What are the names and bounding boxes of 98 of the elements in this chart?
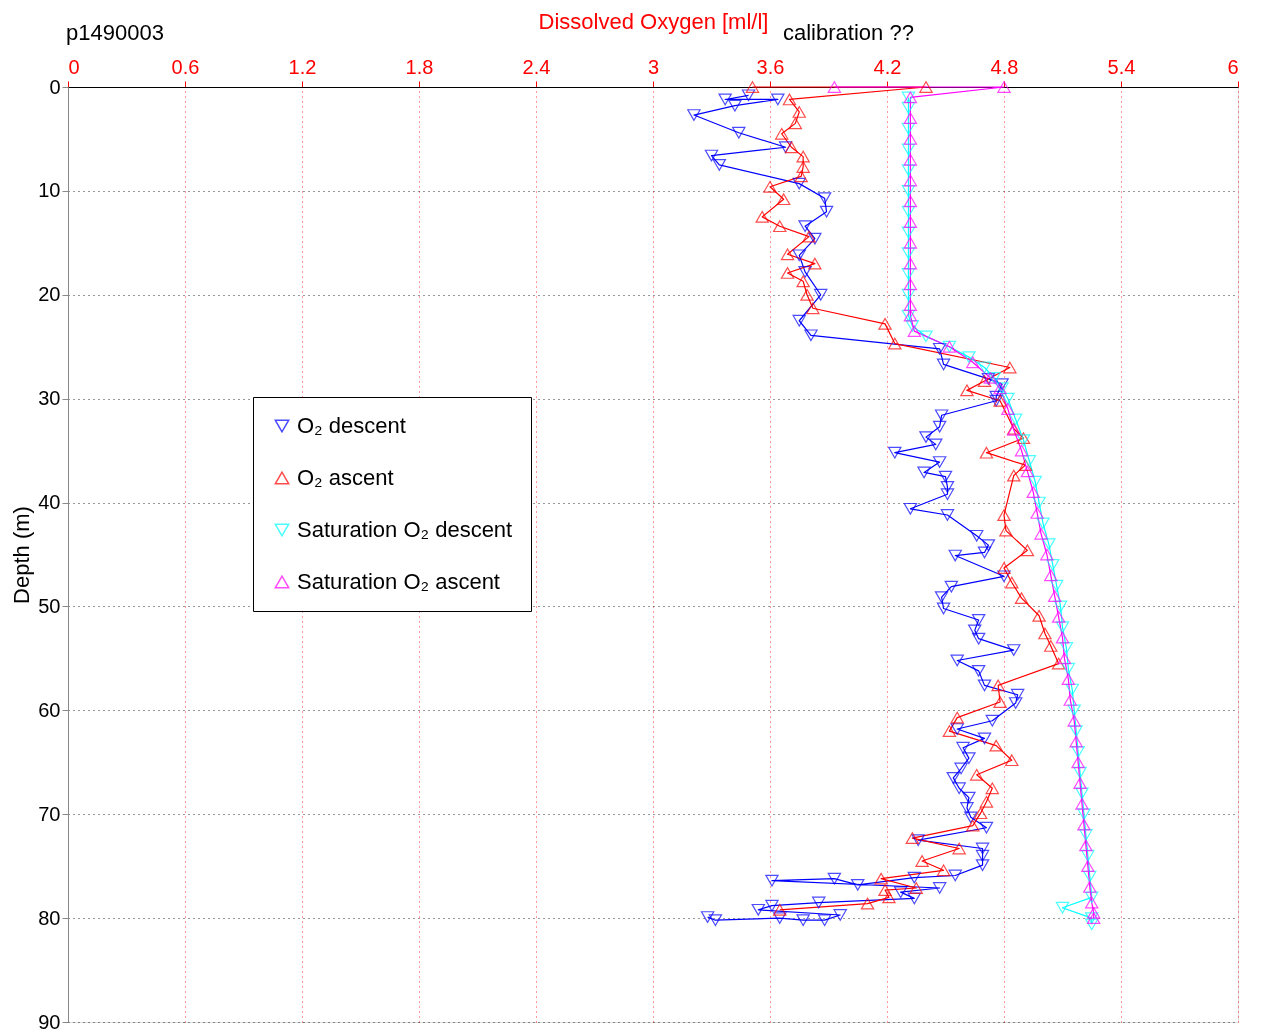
point xyxy=(1014,444,1029,457)
point xyxy=(1081,860,1095,873)
point xyxy=(1083,870,1097,883)
point xyxy=(1040,548,1054,561)
y-tick-label: 70 xyxy=(38,802,61,825)
point xyxy=(997,81,1011,93)
legend-label: Saturation O₂ descent xyxy=(297,517,513,542)
legend-label: O₂ descent xyxy=(297,413,406,438)
x-tick-label: 4.8 xyxy=(990,55,1019,78)
point xyxy=(1036,517,1050,530)
point xyxy=(1053,600,1068,613)
x-tick-label: 0.6 xyxy=(171,55,200,78)
point xyxy=(1067,704,1081,717)
x-tick-label: 3 xyxy=(647,55,660,78)
point xyxy=(1046,558,1060,571)
x-tick-label: 1.2 xyxy=(288,55,317,78)
y-tick-label: 60 xyxy=(38,698,61,721)
point xyxy=(1055,901,1070,914)
point xyxy=(903,195,918,208)
point xyxy=(1085,896,1099,909)
point xyxy=(1081,849,1095,862)
legend-label: Saturation O₂ ascent xyxy=(297,569,500,594)
point xyxy=(1032,496,1046,509)
point xyxy=(1022,455,1037,467)
point xyxy=(903,236,918,249)
point xyxy=(1049,579,1064,592)
x-tick-label: 2.4 xyxy=(522,55,551,78)
x-axis-title: Dissolved Oxygen [ml/l] xyxy=(538,8,769,34)
point xyxy=(1055,631,1070,644)
point xyxy=(1077,818,1091,831)
x-tick-label: 0 xyxy=(68,55,80,78)
point xyxy=(1059,642,1074,654)
point xyxy=(1051,610,1066,623)
point xyxy=(903,112,918,125)
y-tick-label: 0 xyxy=(49,75,61,98)
point xyxy=(1026,486,1040,499)
point xyxy=(903,278,918,291)
point xyxy=(1061,662,1076,675)
point xyxy=(1086,907,1101,919)
chart-title: p1490003 xyxy=(66,20,164,45)
point xyxy=(966,356,980,369)
point xyxy=(1075,787,1089,800)
point xyxy=(1085,918,1099,931)
point xyxy=(1061,673,1076,686)
y-tick-label: 40 xyxy=(38,491,61,514)
x-tick-label: 3.6 xyxy=(756,55,785,78)
point xyxy=(1030,507,1044,519)
point xyxy=(1001,403,1015,415)
point xyxy=(1008,413,1023,426)
point xyxy=(1069,735,1083,748)
text: calibration ?? xyxy=(783,20,914,45)
x-tick-label: 6 xyxy=(1227,55,1239,78)
x-tick-label: 1.8 xyxy=(405,55,434,78)
point xyxy=(1044,569,1058,582)
x-tick-label: 4.2 xyxy=(873,55,902,78)
legend-label: O₂ ascent xyxy=(297,465,394,490)
point xyxy=(962,351,976,364)
point xyxy=(987,371,1001,384)
point xyxy=(1028,475,1042,488)
point xyxy=(1055,621,1070,634)
y-tick-label: 20 xyxy=(38,283,61,306)
point xyxy=(903,299,918,312)
point xyxy=(1042,538,1056,551)
point xyxy=(1079,839,1093,852)
point xyxy=(1073,777,1087,789)
point xyxy=(1075,797,1089,810)
point xyxy=(827,81,842,93)
point xyxy=(1065,683,1079,696)
x-tick-label: 5.4 xyxy=(1107,55,1136,78)
y-tick-label: 10 xyxy=(38,179,61,202)
y-tick-label: 30 xyxy=(38,387,61,410)
point xyxy=(1073,766,1087,779)
point xyxy=(903,153,918,166)
point xyxy=(903,174,918,187)
y-tick-label: 80 xyxy=(38,906,61,929)
point xyxy=(1067,714,1081,727)
point xyxy=(901,143,916,156)
point xyxy=(1001,392,1015,405)
point xyxy=(1083,881,1097,893)
point xyxy=(977,361,992,374)
point xyxy=(1020,465,1035,478)
point xyxy=(1071,745,1085,758)
point xyxy=(1034,527,1048,540)
point xyxy=(919,330,933,343)
point xyxy=(1071,756,1085,769)
point xyxy=(907,325,922,338)
point xyxy=(1085,891,1099,904)
point xyxy=(1063,694,1078,706)
point xyxy=(903,257,918,270)
point xyxy=(1047,590,1062,602)
point xyxy=(1079,829,1093,841)
point xyxy=(1057,652,1072,665)
point xyxy=(901,226,916,239)
y-axis-title: Depth (m) xyxy=(9,506,35,604)
y-tick-label: 50 xyxy=(38,594,61,617)
point xyxy=(903,216,918,228)
y-tick-label: 90 xyxy=(38,1010,61,1033)
point xyxy=(903,133,918,145)
